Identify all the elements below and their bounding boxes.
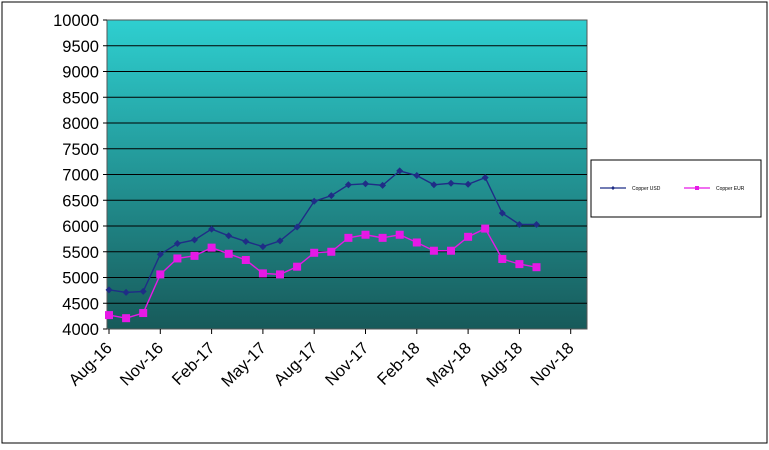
data-point-usd xyxy=(464,180,472,188)
legend-marker-eur xyxy=(695,186,699,190)
data-point-usd xyxy=(122,288,130,296)
y-tick-label: 6000 xyxy=(62,218,99,236)
data-point-usd xyxy=(413,172,421,180)
data-point-usd xyxy=(105,286,113,294)
data-point-usd xyxy=(173,240,181,248)
legend-marker-usd xyxy=(611,186,615,190)
data-point-usd xyxy=(276,237,284,245)
gridlines xyxy=(107,45,587,304)
data-point-eur xyxy=(122,314,131,323)
data-point-usd xyxy=(533,220,540,228)
data-point-eur xyxy=(447,246,455,255)
data-point-usd xyxy=(396,167,404,175)
data-point-eur xyxy=(173,254,182,263)
y-tick-label: 8500 xyxy=(62,89,99,107)
data-point-eur xyxy=(310,248,319,257)
y-tick-label: 7000 xyxy=(62,167,99,185)
data-point-usd xyxy=(327,192,335,200)
data-point-eur xyxy=(190,251,199,260)
y-tick-label: 8000 xyxy=(62,115,99,133)
data-point-eur xyxy=(207,243,216,252)
legend: Copper USD Copper EUR xyxy=(590,159,762,218)
y-tick-label: 5000 xyxy=(62,270,99,288)
data-point-eur xyxy=(327,247,336,256)
data-point-eur xyxy=(464,232,473,241)
data-point-usd xyxy=(344,181,352,189)
data-point-usd xyxy=(498,209,506,217)
data-point-eur xyxy=(361,230,370,239)
data-point-eur xyxy=(515,260,524,269)
data-point-eur xyxy=(224,249,233,258)
data-point-usd xyxy=(156,250,164,258)
data-point-eur xyxy=(532,263,541,272)
y-tick-label: 5500 xyxy=(62,244,99,262)
data-point-usd xyxy=(362,180,369,188)
data-point-usd xyxy=(191,236,198,244)
data-point-eur xyxy=(276,270,284,279)
y-axis: 4000 4500 5000 5500 6000 6500 7000 7500 8000 8500… xyxy=(53,12,107,339)
data-point-usd xyxy=(447,179,455,187)
data-point-eur xyxy=(258,269,267,278)
data-point-usd xyxy=(293,223,301,231)
data-point-eur xyxy=(293,262,302,271)
data-point-eur xyxy=(429,246,438,255)
data-point-usd xyxy=(139,287,147,295)
data-point-eur xyxy=(139,309,148,318)
y-tick-label: 6500 xyxy=(62,192,99,210)
data-point-usd xyxy=(515,220,523,228)
series-layer xyxy=(105,167,541,323)
data-point-eur xyxy=(105,311,113,320)
data-point-usd xyxy=(242,237,250,245)
data-point-usd xyxy=(310,197,318,205)
data-point-usd xyxy=(208,225,216,233)
data-point-eur xyxy=(378,233,387,242)
legend-label-eur: Copper EUR xyxy=(716,186,745,192)
data-point-usd xyxy=(481,174,489,182)
data-point-eur xyxy=(395,230,404,239)
y-tick-label: 7500 xyxy=(62,141,99,159)
data-point-usd xyxy=(225,232,233,240)
data-point-eur xyxy=(412,238,421,247)
data-point-eur xyxy=(498,254,507,263)
data-point-eur xyxy=(156,270,165,279)
y-tick-label: 10000 xyxy=(53,12,99,30)
data-point-usd xyxy=(259,243,267,251)
data-point-eur xyxy=(481,224,490,233)
data-point-usd xyxy=(379,181,387,189)
y-tick-label: 9500 xyxy=(62,38,99,56)
data-point-eur xyxy=(344,233,353,242)
y-tick-label: 4500 xyxy=(62,295,99,313)
data-point-usd xyxy=(430,181,438,189)
y-tick-label: 9000 xyxy=(62,64,99,82)
legend-label-usd: Copper USD xyxy=(632,186,661,192)
data-point-eur xyxy=(241,255,250,264)
y-tick-label: 4000 xyxy=(62,321,99,339)
